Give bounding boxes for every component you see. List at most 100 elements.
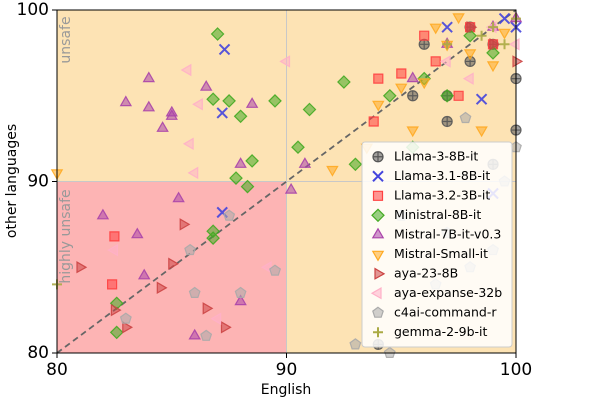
scatter-point <box>348 157 363 172</box>
x-tick-label: 90 <box>276 360 298 380</box>
legend-label: aya-23-8B <box>394 265 458 280</box>
scatter-point <box>122 321 133 334</box>
scatter-point <box>165 109 178 120</box>
scatter-point <box>131 227 144 239</box>
scatter-point <box>109 231 120 242</box>
scatter-point <box>200 329 213 341</box>
scatter-point <box>233 109 248 124</box>
scatter-point <box>172 191 185 203</box>
scatter-point <box>206 92 220 107</box>
scatter-point <box>137 268 151 280</box>
scatter-point <box>476 30 487 41</box>
legend-label: c4ai-command-r <box>394 304 497 319</box>
scatter-point <box>110 303 122 317</box>
scatter-point <box>439 55 451 68</box>
scatter-point <box>234 286 247 298</box>
scatter-point <box>142 71 156 83</box>
scatter-point <box>210 27 225 41</box>
scatter-point <box>269 264 282 276</box>
scatter-point <box>156 121 169 132</box>
scatter-point <box>220 321 232 334</box>
scatter-point <box>326 165 339 177</box>
y-tick-label: 90 <box>27 172 49 192</box>
scatter-point <box>406 71 419 83</box>
legend-label: Ministral-8B-it <box>394 207 481 222</box>
scatter-point <box>395 83 408 95</box>
scatter-point <box>373 73 384 84</box>
scatter-point <box>499 39 510 50</box>
legend-marker <box>372 170 384 182</box>
scatter-point <box>245 97 259 108</box>
scatter-point <box>188 286 201 298</box>
legend-marker <box>370 287 382 300</box>
scatter-point <box>229 171 243 185</box>
scatter-point <box>488 22 499 33</box>
scatter-point <box>417 78 431 90</box>
legend-marker <box>371 227 385 239</box>
scatter-point <box>107 243 118 257</box>
scatter-point <box>184 243 197 256</box>
scatter-point <box>396 68 407 79</box>
scatter-point <box>279 55 291 68</box>
x-tick-label: 100 <box>500 360 532 380</box>
scatter-point <box>245 154 259 168</box>
scatter-point <box>419 30 430 41</box>
legend-marker <box>372 306 384 318</box>
y-tick-label: 100 <box>17 0 49 20</box>
scatter-point <box>486 61 500 73</box>
legend-label: gemma-2-9b-it <box>394 324 487 339</box>
scatter-point <box>383 346 396 358</box>
scatter-point <box>222 94 236 108</box>
scatter-point <box>199 80 213 91</box>
scatter-point <box>206 231 220 245</box>
diagonal-line <box>56 9 517 354</box>
legend-label: Mistral-7B-it-v0.3 <box>394 226 501 241</box>
scatter-point <box>218 43 231 56</box>
scatter-point <box>298 157 312 168</box>
scatter-point <box>260 261 272 274</box>
region-label: unsafe <box>58 16 74 63</box>
scatter-point <box>210 312 222 325</box>
y-tick-label: 80 <box>27 343 49 363</box>
legend-box <box>361 141 513 348</box>
scatter-point <box>498 12 511 25</box>
scatter-point <box>76 261 88 274</box>
scatter-point <box>216 107 228 119</box>
scatter-point <box>168 257 179 271</box>
scatter-point <box>234 157 247 168</box>
legend-marker <box>372 190 384 201</box>
scatter-point <box>156 281 168 295</box>
legend-marker <box>374 267 386 280</box>
scatter-point <box>234 294 247 306</box>
scatter-point <box>302 102 317 117</box>
scatter-point <box>119 312 132 324</box>
scatter-point <box>463 49 477 61</box>
scatter-point <box>223 209 236 221</box>
legend-marker <box>371 208 385 223</box>
legend-label: Llama-3.2-3B-it <box>394 187 490 202</box>
scatter-point <box>179 218 191 231</box>
scatter-point <box>268 94 282 108</box>
scatter-point <box>109 325 124 340</box>
scatter-point <box>291 140 305 155</box>
scatter-point <box>107 279 118 290</box>
scatter-point <box>337 75 351 89</box>
scatter-point <box>372 100 385 112</box>
scatter-point <box>475 126 488 138</box>
scatter-point <box>180 63 192 77</box>
scatter-point <box>498 28 511 40</box>
scatter-point <box>489 38 501 51</box>
legend-label: Llama-3-8B-it <box>394 148 478 163</box>
scatter-point <box>475 93 488 105</box>
scatter-point <box>441 21 453 33</box>
legend-label: Llama-3.1-8B-it <box>394 168 490 183</box>
plot-frame <box>56 9 517 354</box>
scatter-point <box>453 90 464 101</box>
scatter-point <box>382 88 397 103</box>
scatter-point <box>182 137 194 151</box>
scatter-point <box>452 13 465 25</box>
scatter-point <box>459 111 472 124</box>
scatter-point <box>442 39 453 50</box>
scatter-point <box>202 302 214 315</box>
